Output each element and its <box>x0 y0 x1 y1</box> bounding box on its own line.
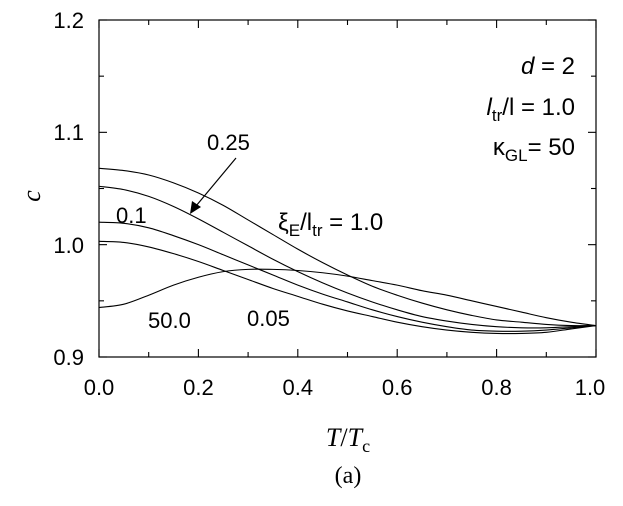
xi-sub-e: E <box>289 221 300 240</box>
y-axis-label: c <box>17 190 46 202</box>
x-axis-label-sub: c <box>362 436 370 456</box>
x-tick-labels: 0.0 0.2 0.4 0.6 0.8 1.0 <box>84 375 606 400</box>
y-tick-label: 1.1 <box>53 120 84 145</box>
xi-rest: = 1.0 <box>322 209 383 236</box>
x-tick-label: 1.0 <box>575 375 606 400</box>
param-ltr-sym: l <box>487 94 493 121</box>
param-d: d = 2 <box>521 53 575 80</box>
annotation-arrow-head <box>190 201 201 214</box>
x-axis-label: T/Tc <box>326 423 370 456</box>
annotation-arrow-line <box>195 157 237 207</box>
param-ltr: ltr/l = 1.0 <box>487 94 575 125</box>
y-tick-label: 1.2 <box>53 8 84 33</box>
x-tick-label: 0.8 <box>481 375 512 400</box>
x-tick-label: 0.2 <box>183 375 214 400</box>
xi-sub-tr: tr <box>312 221 323 240</box>
series-line-0.1 <box>98 221 597 332</box>
param-d-val: = 2 <box>534 53 575 80</box>
series-lines <box>98 167 597 335</box>
param-ltr-rest: /l = 1.0 <box>502 94 575 121</box>
xi-mid: /l <box>300 209 312 236</box>
param-kappa-sub: GL <box>505 146 528 165</box>
x-tick-label: 0.0 <box>84 375 115 400</box>
xi-label: ξE/ltr = 1.0 <box>278 209 383 240</box>
x-axis-label-t: T <box>326 423 342 452</box>
figure-caption: (a) <box>335 463 362 489</box>
param-kappa: κGL= 50 <box>493 134 575 165</box>
param-kappa-rest: = 50 <box>528 134 575 161</box>
annotation-0.25: 0.25 <box>207 130 250 155</box>
param-kappa-sym: κ <box>493 134 506 161</box>
annotation-0.1: 0.1 <box>116 203 147 228</box>
param-d-sym: d <box>521 53 535 80</box>
series-line-50.0 <box>98 268 597 327</box>
x-tick-label: 0.6 <box>382 375 413 400</box>
y-tick-label: 1.0 <box>53 233 84 258</box>
axis-ticks <box>98 19 597 358</box>
series-line-0.05 <box>98 240 597 335</box>
xi-sym: ξ <box>278 209 289 236</box>
annotation-50.0: 50.0 <box>148 308 191 333</box>
series-line-0.25 <box>98 185 597 329</box>
x-tick-label: 0.4 <box>283 375 314 400</box>
param-ltr-sub: tr <box>492 106 503 125</box>
y-tick-label: 0.9 <box>53 345 84 370</box>
x-axis-label-sep: / <box>340 423 348 452</box>
x-axis-label-tc: T <box>348 423 364 452</box>
y-tick-labels: 0.9 1.0 1.1 1.2 <box>53 8 84 370</box>
series-line-1.0 <box>98 167 597 327</box>
annotation-0.05: 0.05 <box>247 306 290 331</box>
